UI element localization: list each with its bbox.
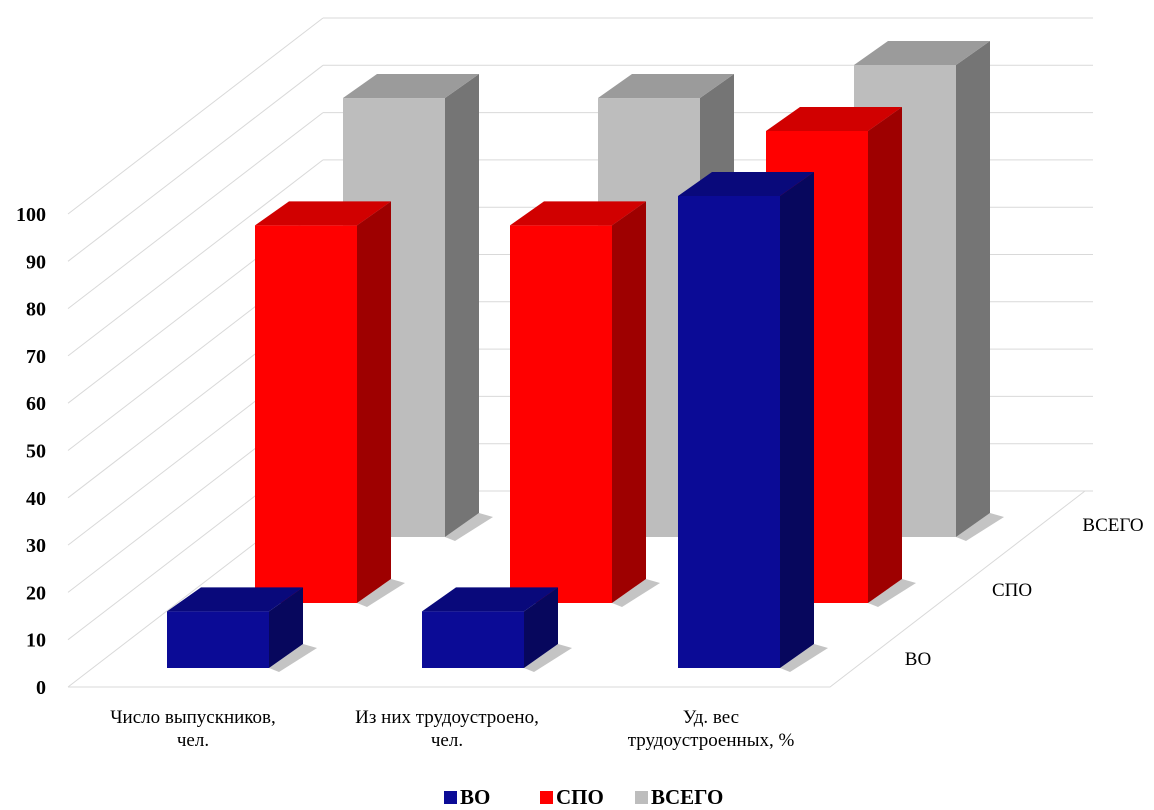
y-tick-label: 0 [36, 677, 46, 699]
bar-СПО [510, 225, 612, 603]
bar-side-ВО [780, 172, 814, 668]
bar-side-СПО [357, 201, 391, 603]
gridline-wall [67, 112, 324, 309]
y-tick-label: 20 [26, 582, 46, 604]
bar-top-ВО [678, 172, 814, 196]
bar-top-ВСЕГО [343, 74, 479, 99]
depth-tick-label: ВО [905, 649, 931, 670]
bar-top-СПО [510, 201, 646, 226]
floor-edge [68, 490, 1086, 688]
bar-top-ВО [422, 587, 558, 612]
bar-side-ВСЕГО [445, 74, 479, 537]
y-tick-label: 90 [26, 251, 46, 273]
y-tick-label: 80 [26, 299, 46, 321]
bar-shadow [357, 579, 405, 607]
y-tick-label: 70 [26, 346, 46, 368]
bar-top-СПО [255, 201, 391, 226]
x-tick-label: Из них трудоустроено, [355, 707, 539, 728]
y-tick-label: 30 [26, 535, 46, 557]
bar-shadow [524, 644, 572, 672]
y-tick-label: 40 [26, 488, 46, 510]
legend-swatch-СПО [540, 791, 553, 804]
bar-shadow [445, 513, 493, 541]
bar-side-ВО [269, 587, 303, 668]
bar-shadow [868, 579, 916, 607]
bar-shadow [612, 579, 660, 607]
bar-shadow [269, 644, 317, 672]
bar-side-СПО [868, 107, 902, 603]
x-tick-label: трудоустроенных, % [628, 730, 795, 751]
bar-ВО [167, 611, 269, 668]
legend-swatch-ВСЕГО [635, 791, 648, 804]
bar-side-ВО [524, 587, 558, 668]
bar-shadow [780, 644, 828, 672]
bar-side-ВСЕГО [956, 41, 990, 537]
bar-side-СПО [612, 201, 646, 603]
y-tick-label: 10 [26, 630, 46, 652]
depth-tick-label: ВСЕГО [1082, 515, 1143, 536]
x-tick-label: чел. [431, 730, 463, 751]
gridline-wall [67, 64, 324, 262]
gridline-wall [67, 17, 324, 215]
y-tick-label: 100 [16, 204, 46, 226]
legend-label: ВО [460, 785, 490, 809]
legend-label: СПО [556, 785, 604, 809]
legend-label: ВСЕГО [651, 785, 723, 809]
x-tick-label: Уд. вес [683, 707, 739, 728]
bar-top-ВСЕГО [854, 41, 990, 65]
bar-top-СПО [766, 107, 902, 131]
y-tick-label: 50 [26, 441, 46, 463]
bar-СПО [255, 225, 357, 603]
bar-shadow [956, 513, 1004, 541]
gridline-wall [67, 159, 324, 357]
legend-swatch-ВО [444, 791, 457, 804]
bar-ВО [678, 196, 780, 668]
y-tick-label: 60 [26, 393, 46, 415]
bar-top-ВСЕГО [598, 74, 734, 99]
x-tick-label: Число выпускников, [110, 707, 276, 728]
depth-tick-label: СПО [992, 580, 1032, 601]
bar-ВО [422, 611, 524, 668]
x-tick-label: чел. [177, 730, 209, 751]
bar-top-ВО [167, 587, 303, 612]
